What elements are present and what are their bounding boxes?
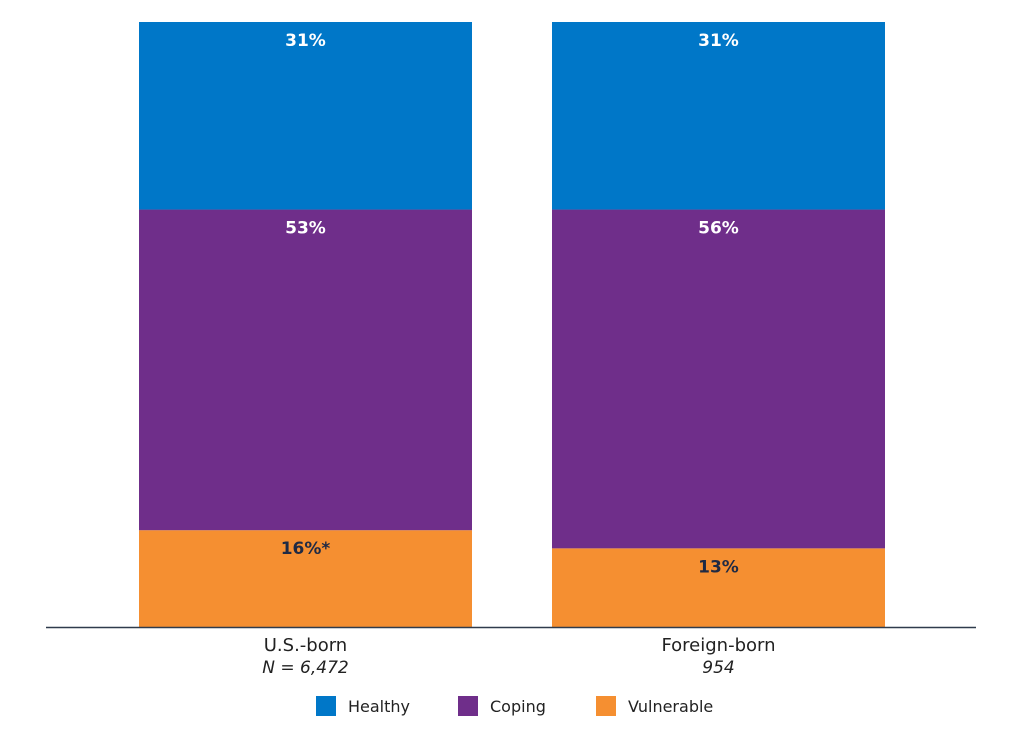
legend-label-coping: Coping — [490, 697, 546, 716]
legend-label-vulnerable: Vulnerable — [628, 697, 713, 716]
bar-segment-coping-u-s-born — [139, 209, 472, 531]
data-label-healthy-u-s-born: 31% — [285, 31, 326, 51]
legend-swatch-vulnerable — [596, 696, 616, 716]
category-label-foreign-born: Foreign-born — [661, 635, 775, 656]
bar-segment-vulnerable-u-s-born — [139, 530, 472, 627]
category-sublabel-u-s-born: N = 6,472 — [262, 658, 348, 678]
data-label-vulnerable-u-s-born: 16%* — [281, 539, 331, 559]
data-labels-layer: 16%* 53% 31% 13% 56% 31% — [281, 31, 739, 577]
legend-swatch-coping — [458, 696, 478, 716]
bar-segment-coping-foreign-born — [552, 209, 885, 549]
legend: Healthy Coping Vulnerable — [316, 696, 713, 716]
bars-layer — [139, 22, 885, 627]
legend-swatch-healthy — [316, 696, 336, 716]
data-label-coping-u-s-born: 53% — [285, 219, 326, 239]
data-label-healthy-foreign-born: 31% — [698, 31, 739, 51]
bar-segment-healthy-u-s-born — [139, 22, 472, 210]
data-label-vulnerable-foreign-born: 13% — [698, 557, 739, 577]
bar-segment-vulnerable-foreign-born — [552, 548, 885, 627]
category-label-u-s-born: U.S.-born — [264, 635, 347, 656]
bar-segment-healthy-foreign-born — [552, 22, 885, 210]
legend-label-healthy: Healthy — [348, 697, 410, 716]
data-label-coping-foreign-born: 56% — [698, 219, 739, 239]
category-sublabel-foreign-born: 954 — [702, 658, 734, 678]
